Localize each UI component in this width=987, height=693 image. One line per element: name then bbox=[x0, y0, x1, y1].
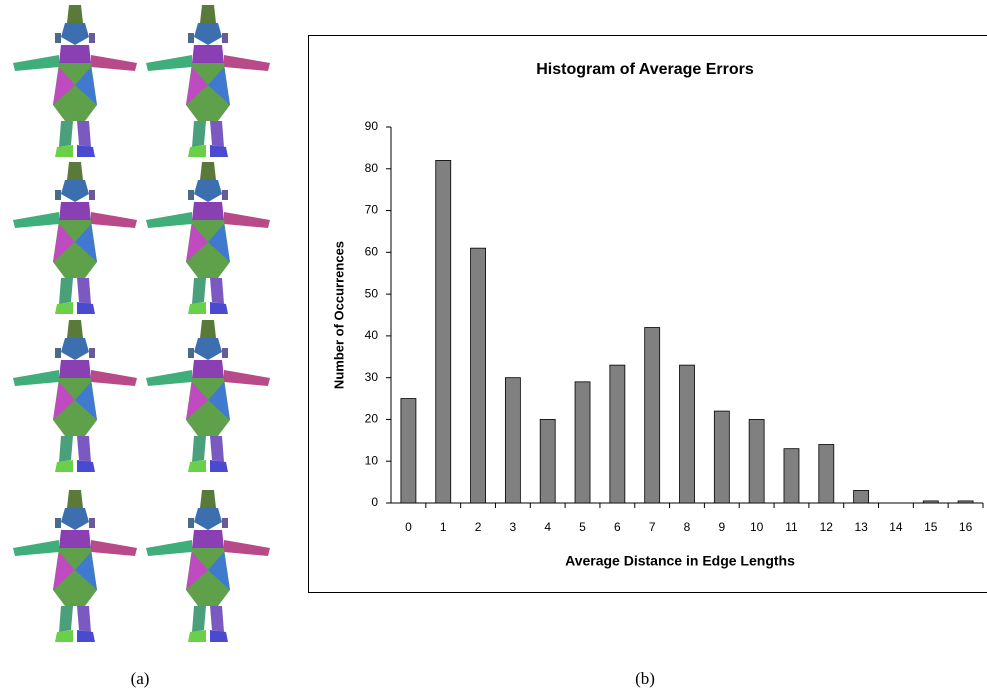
mesh-image bbox=[13, 320, 137, 472]
mesh-image bbox=[146, 320, 270, 472]
bar bbox=[610, 365, 625, 503]
bar bbox=[540, 419, 555, 503]
bar bbox=[784, 449, 799, 503]
mesh-image bbox=[146, 490, 270, 642]
y-tick-label: 0 bbox=[371, 495, 378, 509]
bar bbox=[680, 365, 695, 503]
bar bbox=[505, 378, 520, 503]
x-tick-label: 7 bbox=[649, 520, 656, 534]
y-tick-label: 90 bbox=[365, 119, 379, 133]
y-tick-label: 40 bbox=[365, 328, 379, 342]
y-axis-label: Number of Occurrences bbox=[331, 241, 346, 389]
x-tick-label: 2 bbox=[475, 520, 482, 534]
x-tick-label: 1 bbox=[440, 520, 447, 534]
y-tick-label: 30 bbox=[365, 370, 379, 384]
x-tick-label: 5 bbox=[579, 520, 586, 534]
y-tick-label: 70 bbox=[365, 203, 379, 217]
mesh-image bbox=[146, 162, 270, 314]
bar bbox=[819, 445, 834, 503]
bar bbox=[575, 382, 590, 503]
x-tick-label: 9 bbox=[718, 520, 725, 534]
y-tick-label: 10 bbox=[365, 453, 379, 467]
figure: Histogram of Average Errors Average Dist… bbox=[0, 0, 987, 693]
mesh-image bbox=[13, 490, 137, 642]
y-tick-label: 20 bbox=[365, 412, 379, 426]
panel-label: (a) bbox=[131, 669, 150, 688]
bar bbox=[714, 411, 729, 503]
x-tick-label: 10 bbox=[750, 520, 764, 534]
x-tick-label: 8 bbox=[684, 520, 691, 534]
x-tick-label: 12 bbox=[820, 520, 834, 534]
bar bbox=[958, 501, 973, 503]
y-tick-label: 60 bbox=[365, 245, 379, 259]
bar bbox=[749, 419, 764, 503]
x-tick-label: 13 bbox=[854, 520, 868, 534]
mesh-image bbox=[146, 5, 270, 157]
x-tick-label: 4 bbox=[544, 520, 551, 534]
x-tick-label: 11 bbox=[785, 520, 798, 534]
mesh-image bbox=[13, 5, 137, 157]
y-tick-label: 50 bbox=[365, 286, 379, 300]
chart-title: Histogram of Average Errors bbox=[536, 61, 754, 78]
x-tick-label: 6 bbox=[614, 520, 621, 534]
bar bbox=[401, 399, 416, 503]
bar bbox=[854, 490, 869, 503]
bar bbox=[471, 248, 486, 503]
mesh-renderings bbox=[13, 5, 270, 642]
x-tick-label: 15 bbox=[924, 520, 938, 534]
bar bbox=[645, 328, 660, 503]
chart-frame bbox=[309, 36, 987, 593]
x-tick-label: 14 bbox=[889, 520, 903, 534]
bar bbox=[923, 501, 938, 503]
y-tick-label: 80 bbox=[365, 161, 379, 175]
x-axis-label: Average Distance in Edge Lengths bbox=[565, 553, 795, 569]
x-tick-label: 0 bbox=[405, 520, 412, 534]
panel-label: (b) bbox=[635, 669, 655, 688]
x-tick-label: 3 bbox=[510, 520, 517, 534]
bar bbox=[436, 160, 451, 503]
mesh-image bbox=[13, 162, 137, 314]
x-tick-label: 16 bbox=[959, 520, 973, 534]
